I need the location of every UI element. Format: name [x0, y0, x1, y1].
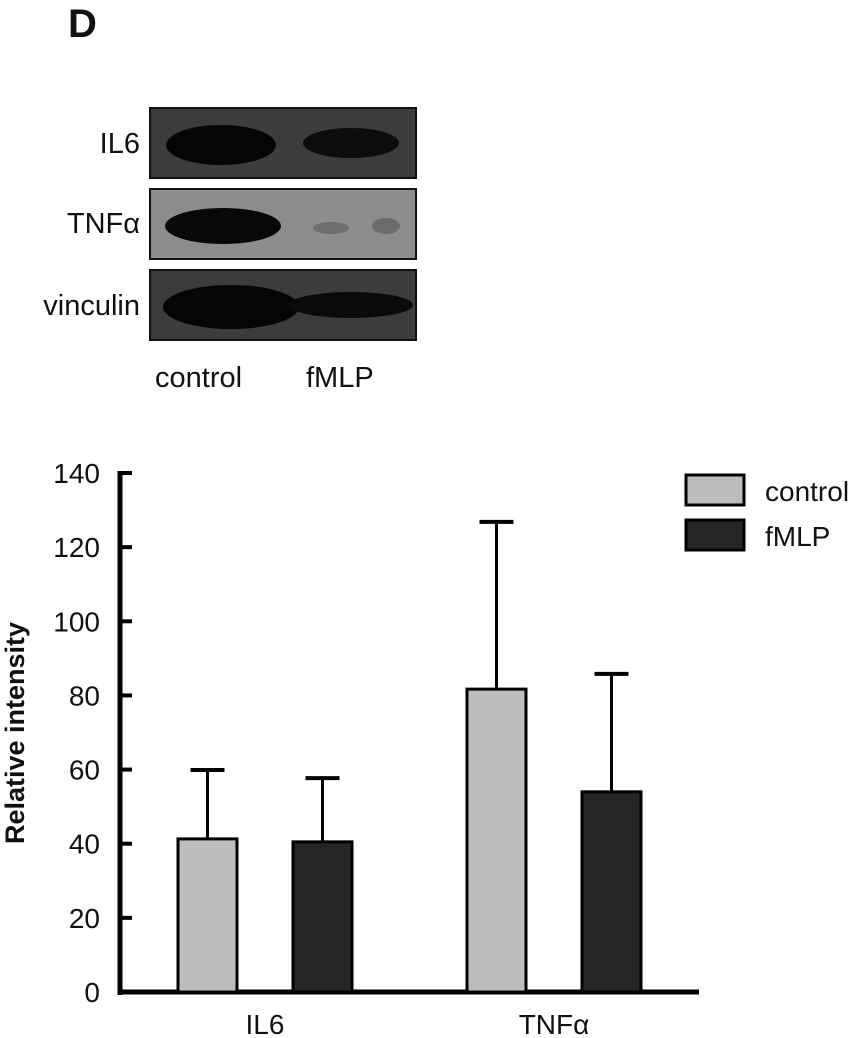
y-tick-label: 20: [69, 903, 100, 934]
bars: [176, 519, 643, 994]
blot-label-vinculin: vinculin: [43, 290, 140, 322]
x-axis-labels: IL6 TNFα: [246, 1009, 590, 1038]
y-tick-label: 80: [69, 680, 100, 711]
y-tick-label: 100: [53, 606, 100, 637]
y-tick-label: 120: [53, 532, 100, 563]
blot-row-tnfa: [149, 188, 417, 260]
lane-label-fmlp: fMLP: [306, 362, 374, 394]
legend: control fMLP: [684, 473, 849, 552]
y-tick-label: 140: [53, 458, 100, 489]
lane-label-control: control: [155, 362, 243, 394]
panel-letter: D: [68, 2, 97, 46]
legend-swatch: [684, 473, 746, 507]
y-axis-label: Relative intensity: [0, 622, 30, 844]
legend-label: control: [765, 476, 849, 507]
bar-fMLP-TNFα: [580, 790, 643, 994]
y-tick-label: 40: [69, 829, 100, 860]
y-tick-label: 0: [84, 977, 100, 1008]
y-tick-label: 60: [69, 755, 100, 786]
blot-row-vinculin: [149, 269, 417, 341]
bar-fMLP-IL6: [291, 840, 354, 994]
legend-swatch: [684, 518, 746, 552]
x-tick-label: TNFα: [519, 1009, 590, 1038]
legend-label: fMLP: [765, 521, 830, 552]
bar-control-TNFα: [465, 687, 528, 994]
blot-label-il6: IL6: [99, 128, 140, 160]
bar-control-IL6: [176, 837, 239, 994]
blot-row-il6: [149, 107, 417, 179]
blot-label-tnfa: TNFα: [66, 208, 140, 240]
x-tick-label: IL6: [246, 1009, 285, 1038]
